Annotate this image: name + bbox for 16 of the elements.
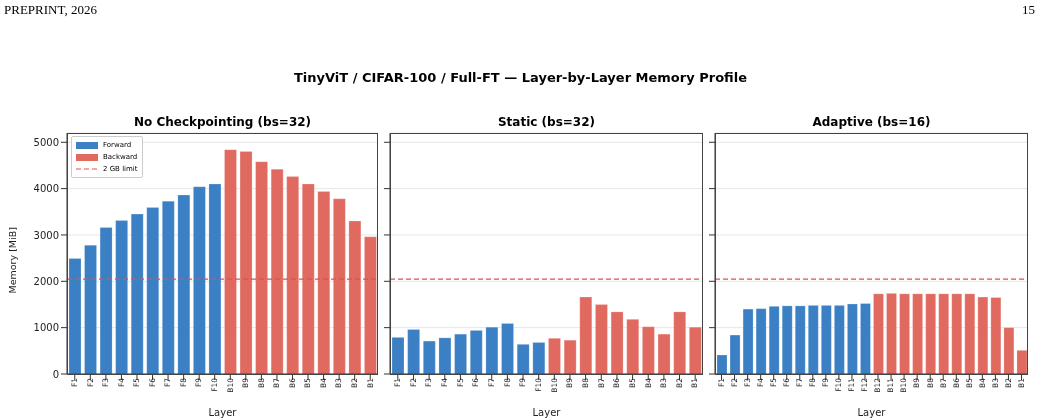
text: 15 <box>1022 2 1035 18</box>
chart-title: No Checkpointing (bs=32) <box>132 115 313 129</box>
y-tick-label: 3000 <box>33 229 59 241</box>
text: PREPRINT, 2026 <box>4 2 97 18</box>
text: TinyViT / CIFAR-100 / Full-FT — Layer-by-Layer Memory Profile <box>293 70 748 85</box>
chart-title: Adaptive (bs=16) <box>811 115 932 129</box>
x-axis-title: Layer <box>532 407 562 418</box>
chart-title: Static (bs=32) <box>496 115 597 129</box>
y-tick-label: 5000 <box>33 136 59 148</box>
y-axis-title: Memory [MiB] <box>7 227 19 294</box>
x-axis-title: Layer <box>208 407 238 418</box>
y-tick-label: 1000 <box>33 322 59 334</box>
y-tick-label: 0 <box>52 368 59 380</box>
y-tick-label: 2000 <box>33 275 59 287</box>
y-tick-label: 4000 <box>33 183 59 195</box>
x-axis-title: Layer <box>857 407 887 418</box>
